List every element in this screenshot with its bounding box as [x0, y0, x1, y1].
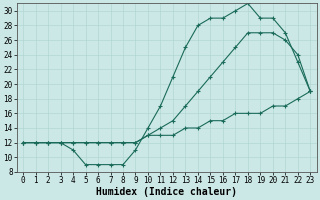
X-axis label: Humidex (Indice chaleur): Humidex (Indice chaleur): [96, 186, 237, 197]
